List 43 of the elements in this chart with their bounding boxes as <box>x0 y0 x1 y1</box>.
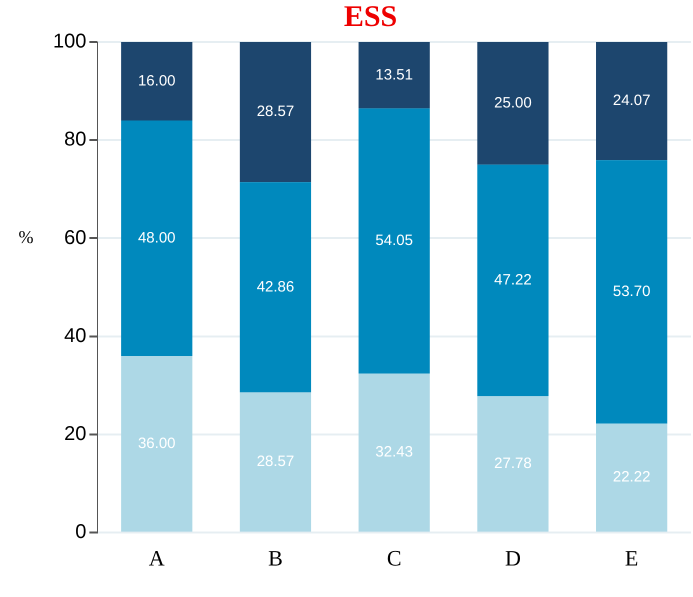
bar <box>358 374 430 532</box>
data-label: 16.00 <box>138 72 176 90</box>
x-tick-label: E <box>624 546 638 571</box>
bar <box>240 182 312 392</box>
y-tick-label: 100 <box>52 30 86 53</box>
data-label: 53.70 <box>612 283 650 300</box>
x-tick-label: D <box>504 546 521 571</box>
data-label: 28.57 <box>256 103 294 120</box>
bar <box>358 42 430 108</box>
y-tick-label: 0 <box>75 521 86 544</box>
y-tick-label: 80 <box>64 128 86 151</box>
bar <box>240 42 312 182</box>
bar <box>121 120 192 356</box>
data-label: 36.00 <box>138 434 176 452</box>
bar <box>477 396 549 532</box>
chart-title: ESS <box>344 0 398 33</box>
data-label: 28.57 <box>256 453 294 470</box>
bar <box>477 42 549 165</box>
data-label: 54.05 <box>375 232 413 250</box>
data-label: 42.86 <box>256 278 294 296</box>
y-axis-title: % <box>18 226 34 247</box>
data-label: 22.22 <box>612 468 650 486</box>
data-label: 13.51 <box>375 66 413 84</box>
y-tick-label: 60 <box>64 226 86 249</box>
bar <box>121 42 192 120</box>
bar <box>596 42 668 160</box>
x-tick-label: B <box>268 546 283 571</box>
data-label: 24.07 <box>612 92 650 110</box>
y-tick-label: 20 <box>64 422 86 445</box>
x-tick-label: A <box>148 546 165 571</box>
bar <box>477 164 549 396</box>
data-label: 47.22 <box>494 272 532 289</box>
data-label: 32.43 <box>375 444 413 461</box>
x-tick-label: C <box>386 546 402 571</box>
y-tick-label: 40 <box>64 324 86 347</box>
bar <box>358 108 430 374</box>
data-label: 25.00 <box>494 94 532 112</box>
bar <box>596 160 668 424</box>
data-label: 27.78 <box>494 455 532 472</box>
bar <box>240 392 312 532</box>
bar <box>596 424 668 532</box>
data-label: 48.00 <box>138 229 176 246</box>
bar <box>121 356 192 532</box>
